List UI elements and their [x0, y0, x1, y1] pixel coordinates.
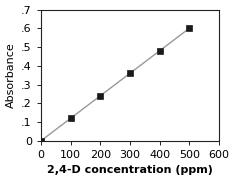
- Y-axis label: Absorbance: Absorbance: [6, 42, 16, 108]
- X-axis label: 2,4-D concentration (ppm): 2,4-D concentration (ppm): [47, 165, 213, 175]
